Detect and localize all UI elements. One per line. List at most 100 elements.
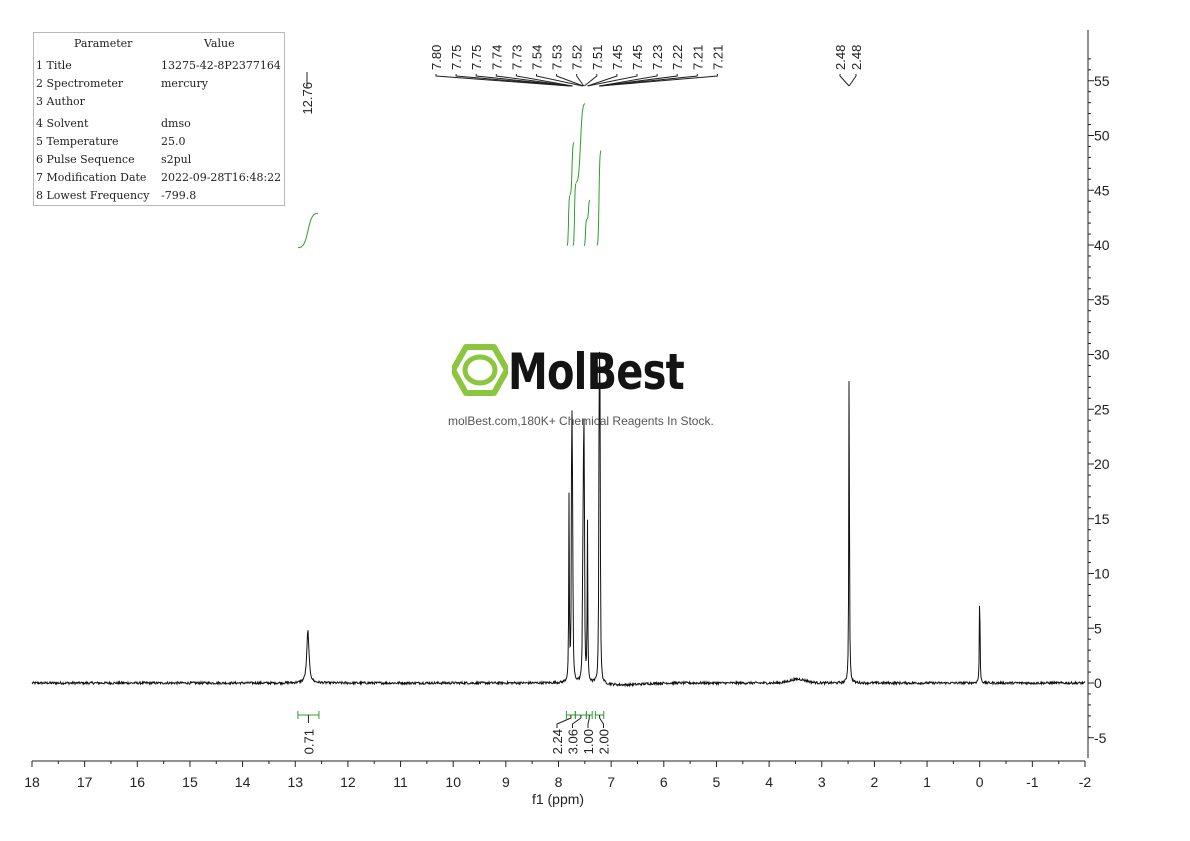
- peak-leader: [600, 74, 698, 87]
- value-header: Value: [204, 37, 235, 50]
- peak-label: 7.75: [469, 45, 484, 70]
- peak-labels: 12.76 7.80 7.75 7.75 7.74 7.73 7.54 7.53 7.52 7.5…: [300, 45, 864, 115]
- y-tick-label: 35: [1094, 292, 1110, 308]
- peak-leader: [848, 74, 857, 87]
- x-tick-label: 11: [393, 774, 408, 790]
- x-tick-label: 6: [660, 774, 668, 790]
- y-tick-label: 5: [1094, 620, 1102, 636]
- y-tick-label: -5: [1094, 730, 1107, 746]
- spectrum-trace: [31, 351, 1086, 688]
- parameter-value: -799.8: [161, 189, 197, 202]
- integral-leader: [572, 715, 582, 728]
- peak-label: 7.23: [650, 45, 665, 70]
- peak-label: 7.80: [429, 45, 444, 70]
- x-tick-label: -2: [1079, 774, 1092, 790]
- integral-leader: [599, 715, 604, 728]
- x-tick-label: 10: [445, 774, 461, 790]
- peak-leader: [455, 74, 572, 87]
- parameter-header: Parameter: [74, 37, 133, 50]
- parameter-key: 6 Pulse Sequence: [36, 153, 135, 166]
- x-tick-label: 16: [130, 774, 146, 790]
- integral-curves: 0.71 2.24 3.06 1.00 2.00: [297, 103, 612, 754]
- x-tick-label: 7: [607, 774, 615, 790]
- x-tick-label: 15: [182, 774, 198, 790]
- y-tick-label: 0: [1094, 675, 1102, 691]
- parameter-key: 1 Title: [36, 59, 72, 72]
- integral-label: 2.24: [550, 729, 565, 754]
- peak-leader: [576, 74, 585, 87]
- parameter-value: 25.0: [161, 135, 186, 148]
- peak-leader: [583, 74, 598, 87]
- parameter-row: 5 Temperature 25.0: [36, 135, 282, 149]
- peak-leader: [556, 74, 584, 87]
- x-tick-label: 18: [24, 774, 40, 790]
- parameter-key: 4 Solvent: [36, 117, 89, 130]
- integral-label: 2.00: [597, 729, 612, 754]
- x-tick-label: 8: [555, 774, 563, 790]
- peak-label: 7.51: [590, 45, 605, 70]
- x-tick-label: 5: [713, 774, 721, 790]
- x-tick-label: 3: [818, 774, 826, 790]
- parameter-row: 7 Modification Date 2022-09-28T16:48:22: [36, 171, 282, 185]
- y-tick-label: 25: [1094, 401, 1110, 417]
- y-tick-label: 15: [1094, 511, 1110, 527]
- parameter-table: Parameter Value 1 Title 13275-42-8P237716…: [33, 32, 285, 206]
- peak-leader: [587, 74, 638, 87]
- peak-label: 2.48: [833, 45, 848, 70]
- integral-label: 0.71: [301, 729, 316, 754]
- peak-leader: [598, 74, 658, 87]
- peak-leader: [515, 74, 573, 87]
- parameter-row: 1 Title 13275-42-8P2377164: [36, 59, 282, 73]
- parameter-key: 5 Temperature: [36, 135, 119, 148]
- peak-label: 7.75: [449, 45, 464, 70]
- parameter-row: 3 Author: [36, 95, 282, 109]
- molbest-logo: MolBest: [452, 342, 752, 402]
- x-tick-label: 14: [235, 774, 251, 790]
- peak-label: 7.21: [690, 45, 705, 70]
- parameter-value: mercury: [161, 77, 208, 90]
- y-tick-label: 20: [1094, 456, 1110, 472]
- integral-curve: [297, 212, 319, 249]
- x-tick-label: -1: [1026, 774, 1039, 790]
- brand-wordmark: MolBest: [508, 343, 685, 401]
- integral-label: 1.00: [581, 729, 596, 754]
- peak-label: 7.54: [530, 45, 545, 70]
- benzene-hexagon-icon: [452, 344, 508, 396]
- integral-curve: [575, 103, 586, 183]
- parameter-key: 2 Spectrometer: [36, 77, 124, 90]
- integral-leader: [556, 715, 572, 728]
- peak-leader: [495, 74, 573, 87]
- watermark-tagline: molBest.com,180K+ Chemical Reagents In S…: [448, 414, 714, 428]
- peak-leader: [435, 74, 570, 87]
- integral-leader: [587, 715, 590, 728]
- y-tick-label: 45: [1094, 182, 1110, 198]
- y-tick-label: 50: [1094, 128, 1110, 144]
- x-tick-label: 4: [765, 774, 773, 790]
- y-tick-label: 40: [1094, 237, 1110, 253]
- y-tick-label: 10: [1094, 566, 1110, 582]
- peak-label: 7.21: [710, 45, 725, 70]
- peak-leader: [536, 74, 583, 87]
- peak-leader: [475, 74, 572, 87]
- x-tick-label: 0: [976, 774, 984, 790]
- x-axis-label: f1 (ppm): [532, 791, 584, 807]
- parameter-row: 2 Spectrometer mercury: [36, 77, 282, 91]
- integral-curve: [596, 150, 602, 246]
- parameter-row: 4 Solvent dmso: [36, 117, 282, 131]
- parameter-key: 3 Author: [36, 95, 85, 108]
- peak-label: 7.74: [489, 45, 504, 70]
- peak-label: 12.76: [300, 82, 315, 115]
- parameter-value: 2022-09-28T16:48:22: [161, 171, 282, 184]
- peak-label: 7.45: [630, 45, 645, 70]
- integral-curve: [572, 183, 577, 246]
- x-tick-label: 2: [871, 774, 879, 790]
- x-tick-label: 9: [502, 774, 510, 790]
- peak-label: 7.73: [509, 45, 524, 70]
- peak-label: 7.53: [550, 45, 565, 70]
- parameter-key: 8 Lowest Frequency: [36, 189, 150, 202]
- integral-curve: [583, 218, 588, 247]
- peak-label: 7.52: [570, 45, 585, 70]
- y-tick-label: 55: [1094, 73, 1110, 89]
- parameter-value: s2pul: [161, 153, 192, 166]
